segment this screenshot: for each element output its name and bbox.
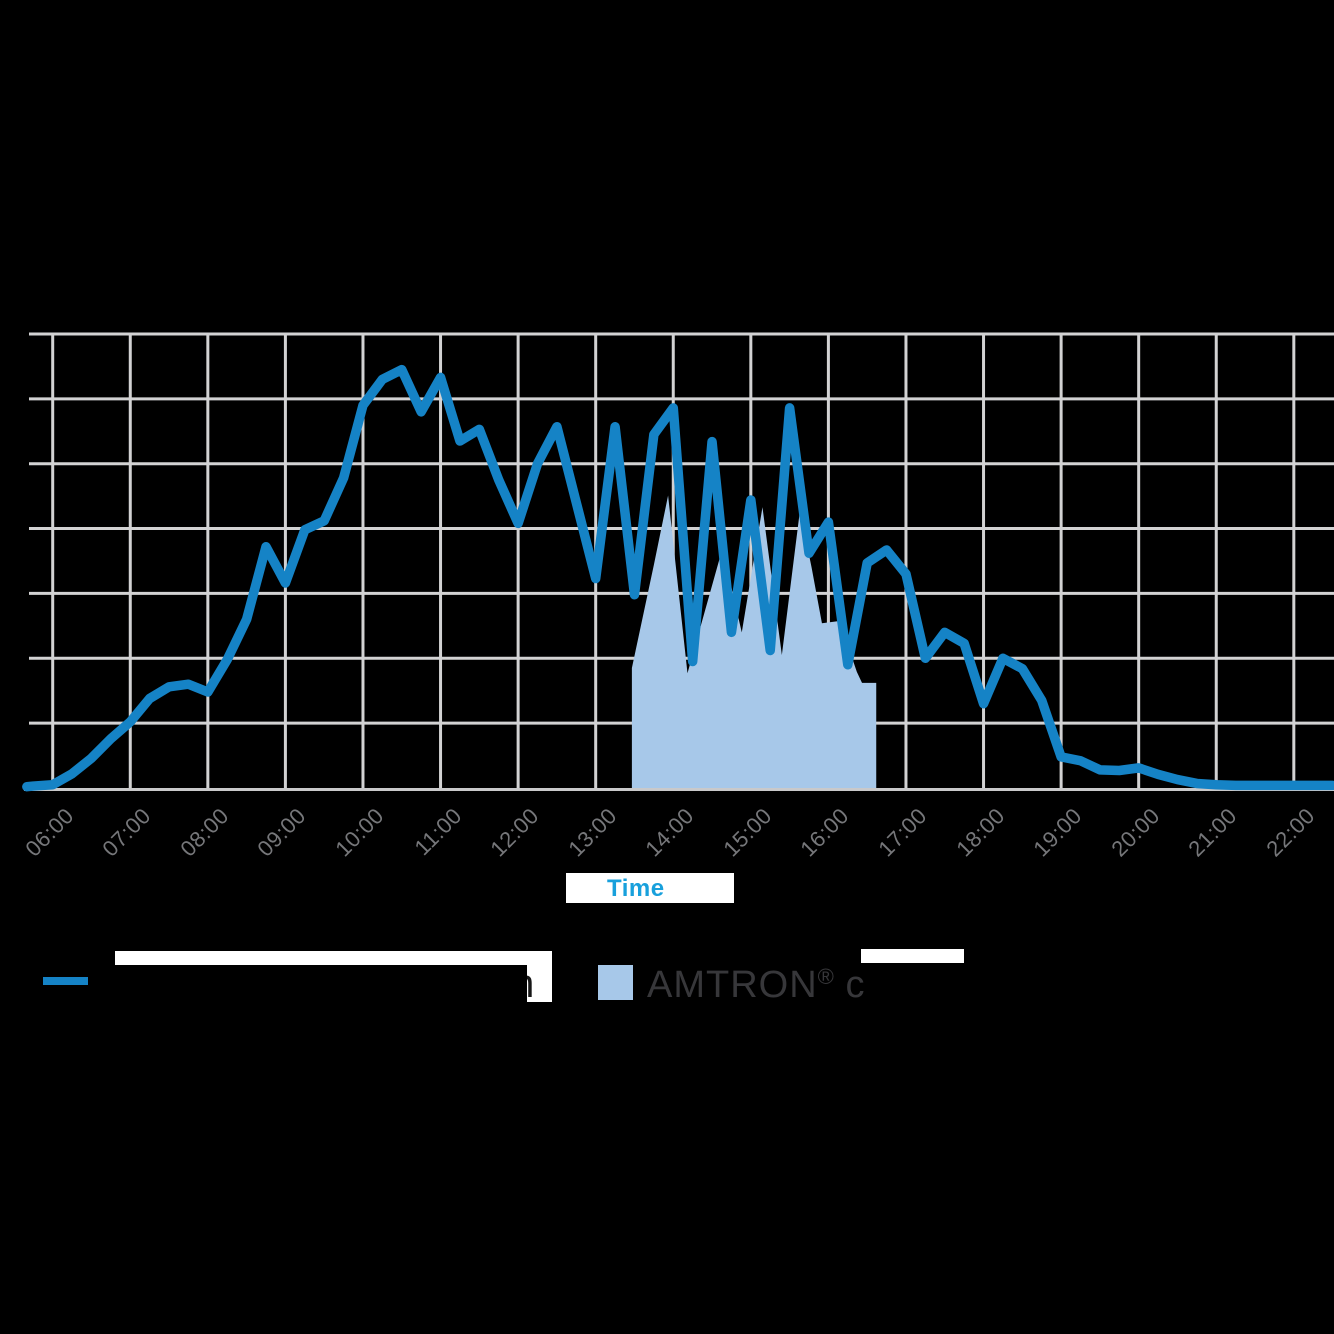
pv-power-line [22, 364, 1334, 792]
legend-line-swatch [43, 977, 88, 985]
amtron-charging-area [631, 495, 877, 788]
legend-item2-brand: AMTRON [647, 964, 818, 1006]
legend-item1-cover-box [88, 965, 527, 1020]
x-axis-label: Time [607, 875, 665, 902]
legend-item2-tail: c [833, 964, 866, 1006]
legend-item2-white-strip [861, 949, 964, 963]
legend-item2-label: AMTRON® c [647, 964, 865, 1007]
registered-trademark-icon: ® [817, 964, 834, 989]
legend-area-swatch [598, 965, 633, 1000]
x-axis-label-box: Time [566, 873, 734, 903]
